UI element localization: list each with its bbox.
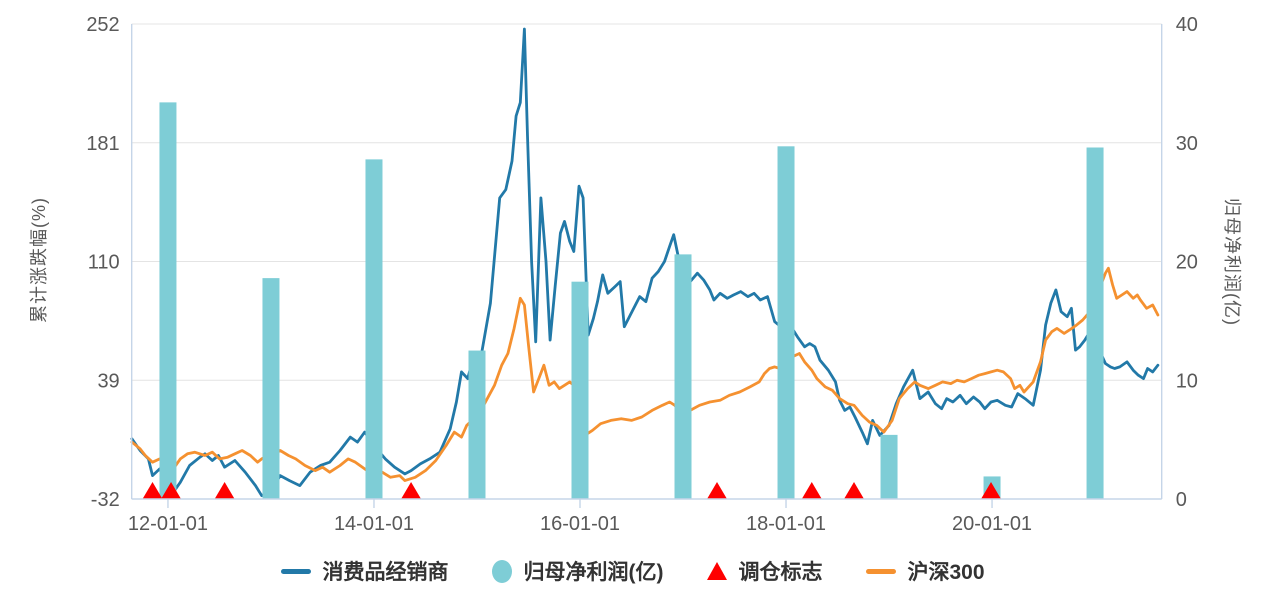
circle-marker-icon — [492, 559, 513, 583]
net-profit-bar — [159, 102, 177, 499]
legend: 消费品经销商 归母净利润(亿) 调仓标志 沪深300 — [0, 556, 1266, 586]
rebalance-marker — [161, 482, 182, 499]
legend-label: 沪深300 — [907, 561, 985, 584]
y-right-tick-label: 0 — [1176, 489, 1187, 511]
consumer-line — [130, 27, 1160, 498]
net-profit-bar — [571, 281, 589, 499]
legend-item-net-profit: 归母净利润(亿) — [492, 556, 663, 586]
net-profit-bar — [468, 350, 486, 499]
x-tick-label: 12-01-01 — [128, 513, 208, 535]
line-marker-icon — [281, 568, 312, 574]
x-tick-label: 16-01-01 — [540, 513, 620, 535]
rebalance-marker — [801, 482, 822, 499]
legend-label: 归母净利润(亿) — [523, 561, 664, 584]
x-tick-label: 18-01-01 — [746, 513, 826, 535]
legend-label: 消费品经销商 — [322, 561, 449, 584]
net-profit-bar — [262, 278, 280, 499]
triangle-marker-icon — [707, 562, 728, 580]
net-profit-bar — [880, 434, 898, 499]
y-right-tick-label: 10 — [1176, 370, 1198, 392]
y-left-tick-label: 252 — [86, 14, 119, 36]
y-left-tick-label: 39 — [97, 370, 119, 392]
rebalance-marker — [844, 482, 865, 499]
y-left-tick-label: -32 — [91, 489, 120, 511]
net-profit-bar — [674, 254, 692, 499]
y-right-axis-title: 归母净利润(亿) — [1222, 198, 1242, 326]
rebalance-marker — [142, 482, 163, 499]
legend-item-consumer-line: 消费品经销商 — [281, 556, 448, 586]
y-left-tick-label: 181 — [86, 133, 119, 155]
net-profit-bar — [1086, 147, 1104, 499]
x-tick-label: 14-01-01 — [334, 513, 414, 535]
y-right-tick-label: 40 — [1176, 14, 1198, 36]
y-right-tick-label: 20 — [1176, 252, 1198, 274]
rebalance-marker — [707, 482, 728, 499]
net-profit-bar — [365, 159, 383, 499]
rebalance-marker — [214, 482, 235, 499]
legend-label: 调仓标志 — [738, 561, 823, 584]
line-marker-icon — [866, 568, 897, 574]
y-left-axis-title: 累计涨跌幅(%) — [29, 197, 49, 323]
y-right-tick-label: 30 — [1176, 133, 1198, 155]
y-left-tick-label: 110 — [88, 252, 120, 274]
rebalance-marker — [981, 482, 1002, 499]
x-tick-label: 20-01-01 — [952, 513, 1032, 535]
legend-item-csi300: 沪深300 — [866, 556, 985, 586]
net-profit-bar — [777, 146, 795, 499]
rebalance-marker — [401, 482, 422, 499]
legend-item-rebalance: 调仓标志 — [707, 556, 822, 586]
